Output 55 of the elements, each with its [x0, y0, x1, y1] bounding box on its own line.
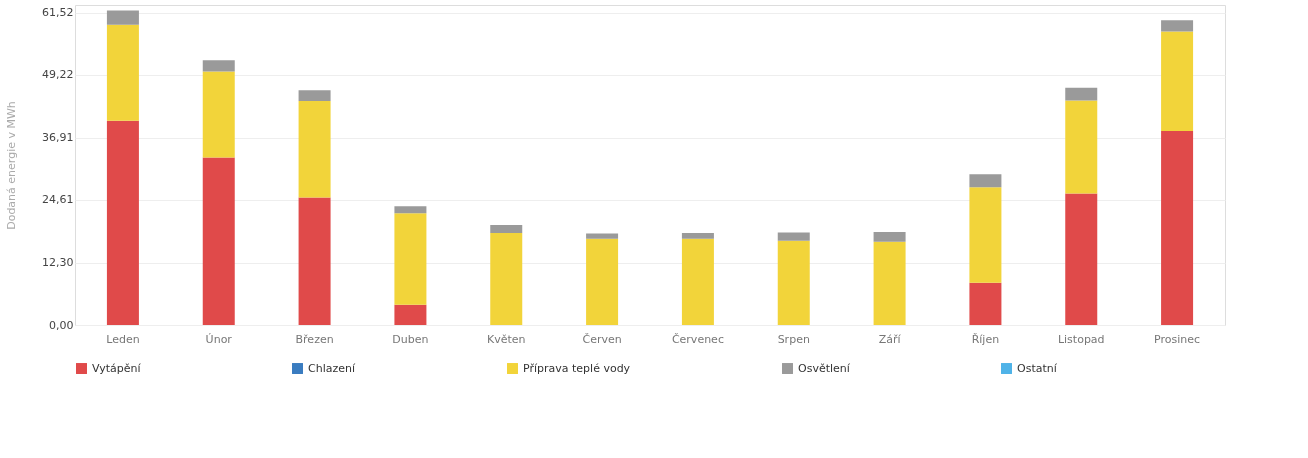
bar — [1065, 100, 1098, 194]
bar — [969, 187, 1002, 283]
bar — [202, 157, 235, 325]
y-tick-label: 49,22 — [42, 68, 74, 82]
x-tick-label: Květen — [486, 332, 526, 346]
bar — [202, 60, 235, 72]
bar — [106, 10, 139, 25]
legend-label: Ostatní — [1017, 361, 1058, 375]
x-tick-label: Duben — [392, 332, 429, 346]
x-tick-label: Prosinec — [1154, 332, 1201, 346]
x-tick-label: Březen — [295, 332, 334, 346]
y-tick-label: 12,30 — [42, 256, 74, 270]
legend-label: Příprava teplé vody — [523, 361, 631, 375]
bar — [969, 282, 1002, 325]
bar — [298, 197, 331, 325]
bar — [586, 233, 619, 239]
bar — [106, 120, 139, 325]
legend-label: Osvětlení — [798, 361, 851, 375]
x-tick-label: Červenec — [671, 332, 724, 346]
x-tick-label: Listopad — [1057, 332, 1105, 346]
bar — [873, 241, 906, 325]
bar — [681, 233, 714, 239]
x-tick-label: Srpen — [777, 332, 810, 346]
x-tick-label: Září — [878, 332, 902, 346]
bar — [394, 304, 427, 325]
legend-label: Chlazení — [308, 361, 356, 375]
bar — [1065, 193, 1098, 325]
bar — [873, 232, 906, 242]
bar — [681, 238, 714, 325]
bar — [1161, 31, 1194, 131]
y-tick-label: 0,00 — [49, 318, 74, 332]
bar — [586, 238, 619, 325]
bar — [490, 233, 523, 325]
bar — [298, 90, 331, 101]
legend-label: Vytápění — [92, 361, 142, 375]
bar — [1161, 20, 1194, 32]
bar — [106, 24, 139, 121]
y-tick-label: 61,52 — [42, 6, 74, 20]
bar — [490, 224, 523, 234]
bar — [969, 174, 1002, 188]
x-tick-label: Červen — [582, 332, 622, 346]
bar — [1161, 130, 1194, 325]
bar — [394, 213, 427, 305]
bar — [777, 232, 810, 241]
bar — [1065, 87, 1098, 101]
x-tick-label: Říjen — [971, 332, 1000, 346]
x-tick-label: Únor — [205, 332, 233, 346]
bar — [202, 71, 235, 158]
y-tick-label: 36,91 — [42, 131, 74, 145]
bar — [777, 240, 810, 325]
x-tick-label: Leden — [106, 332, 140, 346]
y-tick-label: 24,61 — [42, 193, 74, 207]
y-axis-title: Dodaná energie v MWh — [5, 101, 19, 230]
bar — [298, 101, 331, 198]
bar — [394, 206, 427, 214]
